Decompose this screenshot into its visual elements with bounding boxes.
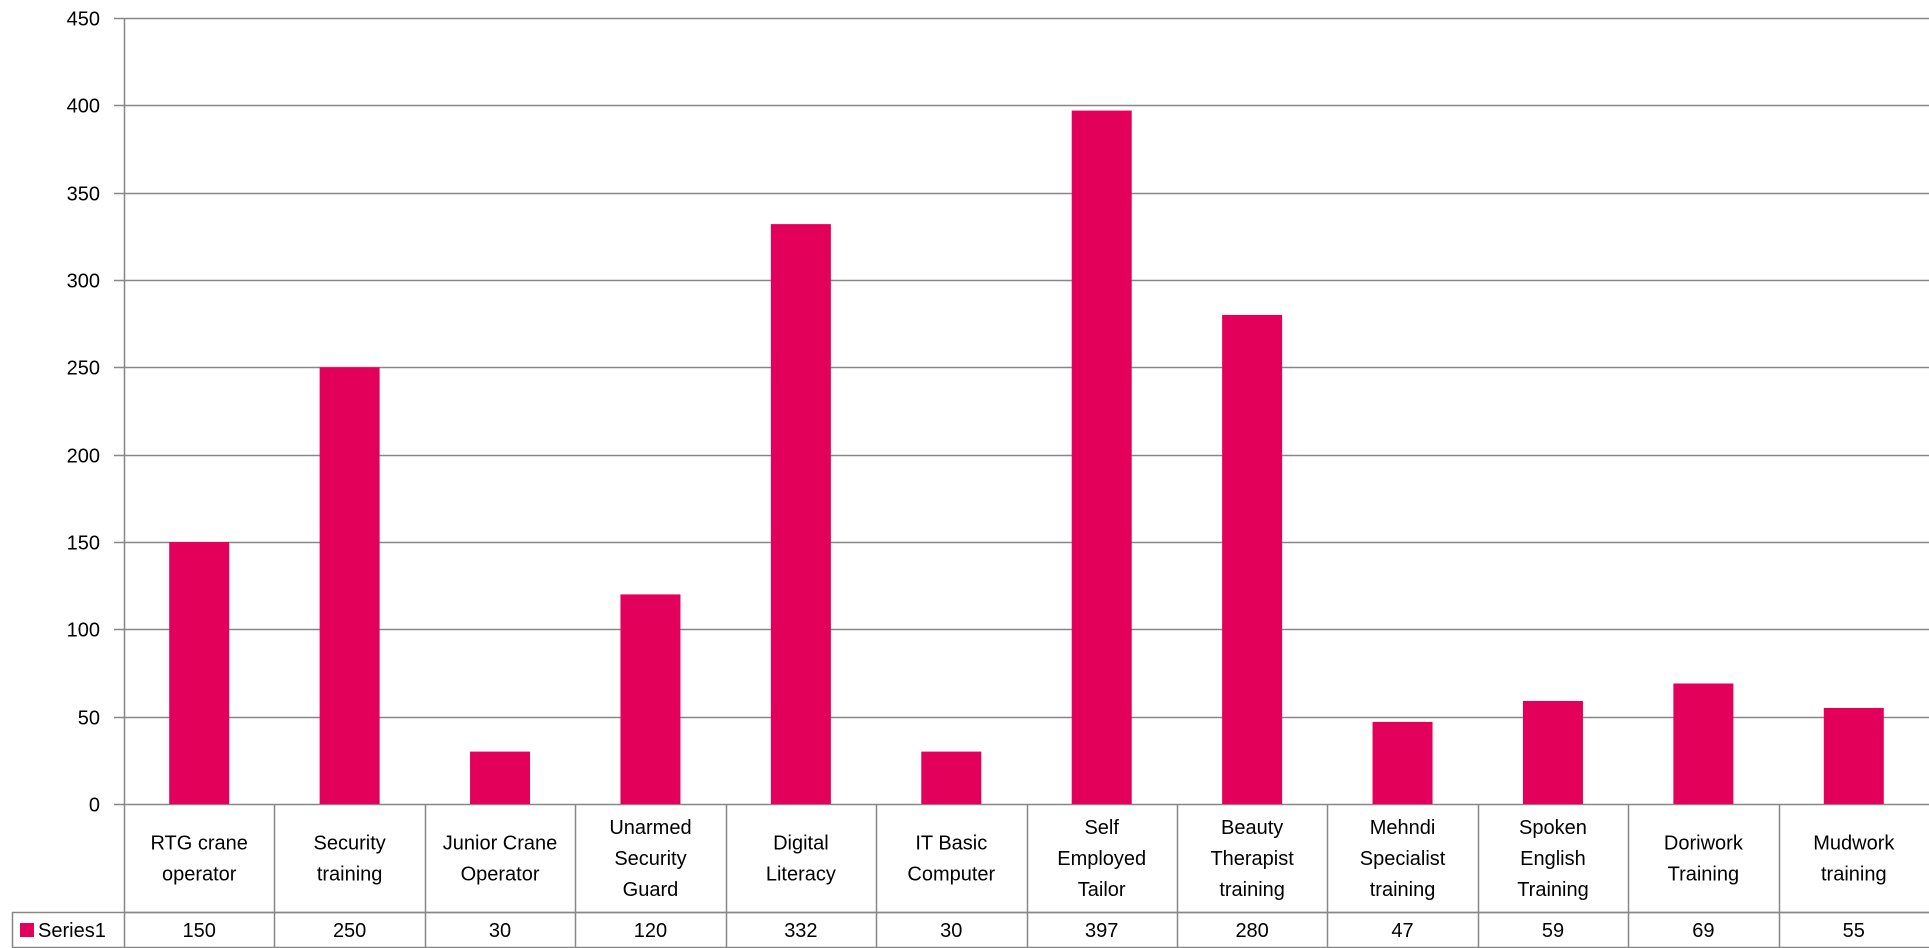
bar (770, 224, 831, 804)
data-value-label: 332 (784, 920, 817, 942)
bar (169, 542, 230, 804)
data-value-label: 280 (1235, 920, 1268, 942)
data-value-label: 30 (489, 920, 511, 942)
data-table: RTG crane operator Security training Junior … (11, 804, 1929, 948)
bar (1673, 683, 1734, 804)
legend-key (20, 923, 34, 937)
bar (921, 751, 982, 804)
data-value-label: 55 (1843, 920, 1865, 942)
bar (1372, 721, 1433, 804)
gridlines (114, 17, 1929, 948)
data-value-label: 30 (940, 920, 962, 942)
y-tick-label: 350 (67, 184, 100, 206)
data-value-label: 250 (333, 920, 366, 942)
x-category-label: Unarmed Security Guard (609, 817, 691, 901)
x-category-label: Beauty Therapist training (1210, 817, 1294, 901)
y-tick-label: 50 (78, 708, 100, 730)
data-value-label: 47 (1391, 920, 1413, 942)
bar (1222, 314, 1283, 804)
x-category-label: Doriwork Training (1664, 833, 1744, 886)
x-category-label: Security training (314, 833, 386, 886)
data-value-label: 150 (183, 920, 216, 942)
legend-series-name: Series1 (38, 920, 106, 942)
y-tick-label: 300 (67, 271, 100, 293)
data-value-label: 397 (1085, 920, 1118, 942)
y-tick-label: 450 (67, 9, 100, 31)
x-category-label: Mehndi Specialist training (1360, 817, 1446, 901)
y-tick-label: 400 (67, 96, 100, 118)
x-category-label: Junior Crane Operator (443, 833, 558, 886)
x-category-label: IT Basic Computer (907, 833, 995, 886)
data-value-label: 69 (1692, 920, 1714, 942)
bar (620, 594, 681, 804)
data-value-label: 120 (634, 920, 667, 942)
y-tick-label: 150 (67, 533, 100, 555)
bar (470, 751, 531, 804)
bar (319, 367, 380, 804)
bars (169, 110, 1884, 804)
y-tick-label: 250 (67, 358, 100, 380)
x-category-label: Spoken English Training (1517, 817, 1589, 901)
x-category-label: Self Employed Tailor (1057, 817, 1146, 901)
y-tick-label: 100 (67, 620, 100, 642)
data-value-label: 59 (1542, 920, 1564, 942)
x-category-label: RTG crane operator (150, 833, 247, 886)
bar (1522, 700, 1583, 804)
y-tick-label: 0 (89, 795, 100, 817)
bar (1823, 707, 1884, 804)
y-axis-ticks: 0 50 100 150 200 250 300 350 400 450 (67, 9, 100, 817)
y-tick-label: 200 (67, 446, 100, 468)
bar (1071, 110, 1132, 804)
x-category-label: Mudwork training (1813, 833, 1895, 886)
x-category-label: Digital Literacy (766, 833, 836, 886)
